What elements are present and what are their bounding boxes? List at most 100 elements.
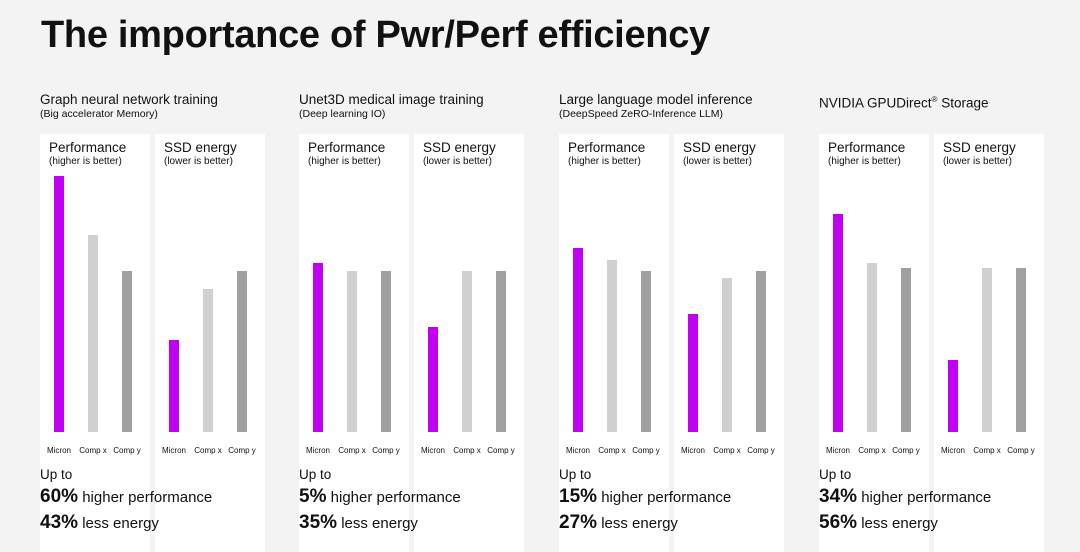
x-tick-label: Comp x xyxy=(858,446,886,455)
panel-title: Performance xyxy=(568,140,646,155)
bar-micron xyxy=(688,314,698,432)
bar-comp-x xyxy=(867,263,877,432)
panel-subtitle: (higher is better) xyxy=(828,156,901,167)
x-tick-label: Comp x xyxy=(453,446,481,455)
bar-comp-y xyxy=(641,271,651,432)
energy-text: less energy xyxy=(82,515,159,532)
x-tick-label: Comp y xyxy=(632,446,660,455)
bar-comp-x xyxy=(462,271,472,432)
x-tick-label: Comp x xyxy=(194,446,222,455)
group-subtitle: (DeepSpeed ZeRO-Inference LLM) xyxy=(559,108,723,120)
bar-comp-x xyxy=(722,278,732,432)
perf-text: higher performance xyxy=(861,489,992,506)
perf-pct: 60% xyxy=(40,486,79,507)
x-tick-label: Comp x xyxy=(713,446,741,455)
bar-comp-y xyxy=(1016,268,1026,432)
x-tick-label: Comp y xyxy=(372,446,400,455)
x-tick-label: Comp x xyxy=(338,446,366,455)
panel-subtitle: (higher is better) xyxy=(49,156,122,167)
bar-comp-x xyxy=(982,268,992,432)
x-tick-label: Comp y xyxy=(113,446,141,455)
x-tick-label: Comp x xyxy=(598,446,626,455)
group-unet3d-training: Unet3D medical image training (Deep lear… xyxy=(299,92,539,552)
panel-subtitle: (lower is better) xyxy=(423,156,492,167)
energy-stat: 27% less energy xyxy=(559,510,799,536)
bar-micron xyxy=(54,176,64,432)
panel-title: Performance xyxy=(828,140,906,155)
group-title: Large language model inference xyxy=(559,92,753,107)
group-subtitle: (Big accelerator Memory) xyxy=(40,108,158,120)
summary: Up to 5% higher performance 35% less ene… xyxy=(299,466,539,536)
bar-micron xyxy=(428,327,438,432)
bar-micron xyxy=(169,340,179,432)
group-title: NVIDIA GPUDirect® Storage xyxy=(819,92,1059,112)
performance-chart: Performance (higher is better) Micron Com… xyxy=(299,134,409,552)
energy-pct: 56% xyxy=(819,512,858,533)
group-title: Unet3D medical image training xyxy=(299,92,484,107)
panel-subtitle: (lower is better) xyxy=(164,156,233,167)
x-tick-label: Comp y xyxy=(487,446,515,455)
x-tick-label: Micron xyxy=(825,446,850,455)
performance-chart: Performance (higher is better) Micron Com… xyxy=(40,134,150,552)
group-title: Graph neural network training xyxy=(40,92,218,107)
group-subtitle: (Deep learning IO) xyxy=(299,108,386,120)
energy-chart: SSD energy (lower is better) Micron Comp … xyxy=(934,134,1044,552)
x-tick-label: Comp y xyxy=(228,446,256,455)
bar-comp-y xyxy=(756,271,766,432)
bar-comp-x xyxy=(203,289,213,432)
bar-comp-y xyxy=(237,271,247,432)
bar-comp-y xyxy=(901,268,911,432)
energy-text: less energy xyxy=(341,515,418,532)
panel-title: SSD energy xyxy=(683,140,756,155)
panel-subtitle: (lower is better) xyxy=(683,156,752,167)
bar-micron xyxy=(573,248,583,432)
x-tick-label: Micron xyxy=(565,446,590,455)
energy-chart: SSD energy (lower is better) Micron Comp … xyxy=(414,134,524,552)
energy-pct: 43% xyxy=(40,512,79,533)
x-tick-label: Comp y xyxy=(892,446,920,455)
x-tick-label: Micron xyxy=(46,446,71,455)
x-tick-label: Comp x xyxy=(79,446,107,455)
bar-comp-x xyxy=(347,271,357,432)
up-to-label: Up to xyxy=(819,467,852,482)
panel-subtitle: (higher is better) xyxy=(568,156,641,167)
x-tick-label: Comp y xyxy=(747,446,775,455)
energy-pct: 27% xyxy=(559,512,598,533)
energy-chart: SSD energy (lower is better) Micron Comp … xyxy=(674,134,784,552)
bar-comp-y xyxy=(122,271,132,432)
x-tick-label: Micron xyxy=(305,446,330,455)
x-tick-label: Comp x xyxy=(973,446,1001,455)
summary: Up to 15% higher performance 27% less en… xyxy=(559,466,799,536)
group-title-suffix: Storage xyxy=(937,95,989,111)
x-tick-label: Micron xyxy=(680,446,705,455)
group-title-main: NVIDIA GPUDirect xyxy=(819,95,932,111)
energy-stat: 35% less energy xyxy=(299,510,539,536)
perf-stat: 15% higher performance xyxy=(559,484,799,510)
x-tick-label: Micron xyxy=(940,446,965,455)
energy-stat: 43% less energy xyxy=(40,510,280,536)
panel-subtitle: (higher is better) xyxy=(308,156,381,167)
bar-comp-x xyxy=(607,260,617,432)
perf-text: higher performance xyxy=(82,489,213,506)
group-llm-inference: Large language model inference (DeepSpee… xyxy=(559,92,799,552)
perf-stat: 60% higher performance xyxy=(40,484,280,510)
energy-text: less energy xyxy=(861,515,938,532)
bar-micron xyxy=(833,214,843,432)
group-gnn-training: Graph neural network training (Big accel… xyxy=(40,92,280,552)
perf-stat: 5% higher performance xyxy=(299,484,539,510)
perf-pct: 15% xyxy=(559,486,598,507)
bar-comp-x xyxy=(88,235,98,432)
perf-text: higher performance xyxy=(330,489,461,506)
energy-pct: 35% xyxy=(299,512,338,533)
perf-pct: 5% xyxy=(299,486,327,507)
group-gpudirect-storage: NVIDIA GPUDirect® Storage Performance (h… xyxy=(819,92,1059,552)
x-tick-label: Micron xyxy=(420,446,445,455)
panel-title: Performance xyxy=(49,140,127,155)
energy-chart: SSD energy (lower is better) Micron Comp … xyxy=(155,134,265,552)
performance-chart: Performance (higher is better) Micron Com… xyxy=(559,134,669,552)
summary: Up to 34% higher performance 56% less en… xyxy=(819,466,1059,536)
perf-stat: 34% higher performance xyxy=(819,484,1059,510)
panel-title: SSD energy xyxy=(943,140,1016,155)
page-title: The importance of Pwr/Perf efficiency xyxy=(41,14,710,56)
summary: Up to 60% higher performance 43% less en… xyxy=(40,466,280,536)
